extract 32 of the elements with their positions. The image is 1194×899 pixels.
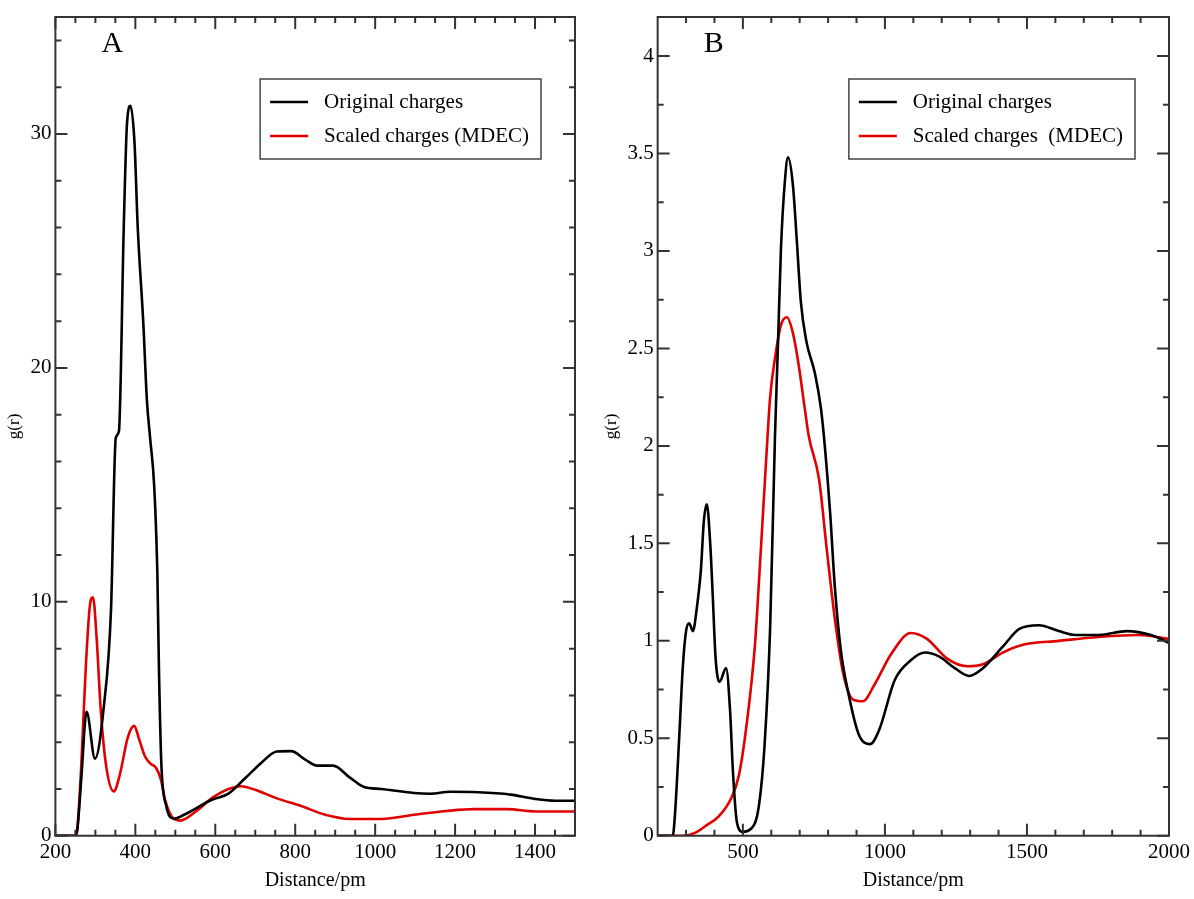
y-tick-label: 2 xyxy=(643,432,654,457)
y-axis-title: g(r) xyxy=(600,413,620,440)
x-tick-label: 1000 xyxy=(354,838,397,863)
x-tick-label: 500 xyxy=(727,838,759,863)
x-tick-label: 800 xyxy=(279,838,311,863)
legend-label: Scaled charges (MDEC) xyxy=(912,122,1124,147)
x-tick-label: 2000 xyxy=(1148,838,1190,863)
y-tick-label: 0 xyxy=(643,822,654,847)
y-tick-label: 10 xyxy=(30,588,52,613)
chart-title: A xyxy=(101,24,124,58)
y-tick-label: 4 xyxy=(643,42,655,67)
y-tick-label: 3 xyxy=(643,237,654,262)
x-tick-label: 1500 xyxy=(1005,838,1048,863)
chart-title: B xyxy=(703,24,724,58)
y-tick-label: 30 xyxy=(30,120,52,145)
x-axis-title: Distance/pm xyxy=(862,868,965,892)
x-tick-label: 1200 xyxy=(434,838,477,863)
x-tick-label: 1400 xyxy=(514,838,557,863)
x-tick-label: 1000 xyxy=(863,838,906,863)
legend-label: Scaled charges (MDEC) xyxy=(324,122,530,147)
y-tick-label: 1 xyxy=(643,627,654,652)
y-tick-label: 0.5 xyxy=(627,724,654,749)
y-tick-label: 2.5 xyxy=(627,334,654,359)
x-tick-label: 400 xyxy=(119,838,152,863)
y-axis-title: g(r) xyxy=(3,413,23,440)
y-tick-label: 3.5 xyxy=(627,139,654,164)
y-tick-label: 20 xyxy=(30,354,52,379)
legend-label: Original charges xyxy=(912,88,1052,113)
x-tick-label: 600 xyxy=(199,838,232,863)
legend-label: Original charges xyxy=(324,88,464,113)
x-axis-title: Distance/pm xyxy=(264,868,367,892)
y-tick-label: 1.5 xyxy=(627,529,654,554)
